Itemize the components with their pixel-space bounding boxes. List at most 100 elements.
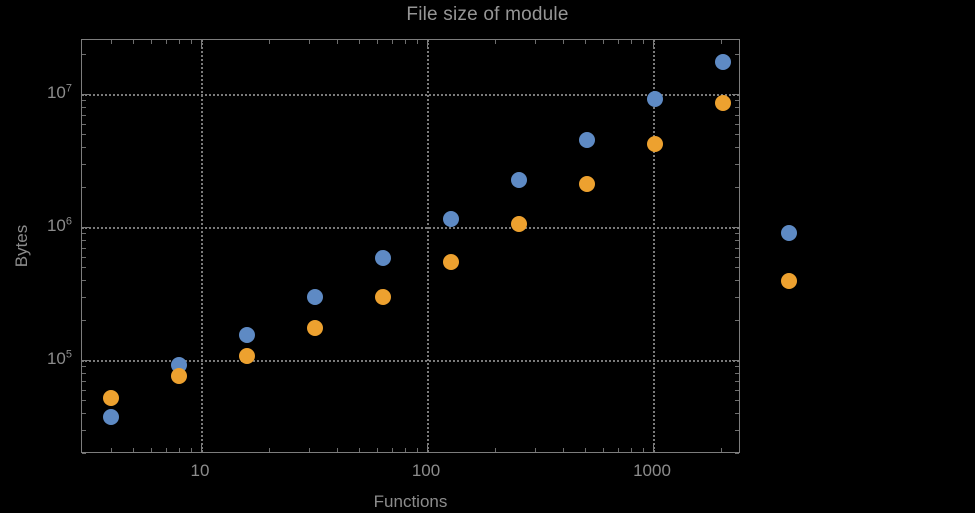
x-tick-top-minor [721, 40, 723, 44]
y-tick-right-minor [735, 134, 739, 136]
data-point-series-a [647, 90, 664, 107]
x-axis-label: Functions [373, 492, 448, 511]
y-tick-minor [82, 114, 86, 116]
y-tick-minor [82, 256, 86, 258]
y-tick-minor [82, 380, 86, 382]
data-point-series-b [647, 136, 664, 153]
x-gridline [427, 40, 429, 452]
y-tick-right-minor [735, 429, 739, 431]
x-tick-top-minor [376, 40, 378, 44]
y-tick-right-minor [735, 366, 739, 368]
x-tick-minor [495, 448, 497, 452]
y-tick-right-major [732, 227, 739, 228]
y-tick-right-minor [735, 279, 739, 281]
y-tick-major [82, 227, 89, 228]
y-tick-right-minor [735, 186, 739, 188]
x-tick-minor [617, 448, 619, 452]
x-tick-top-minor [132, 40, 134, 44]
y-tick-major [82, 94, 89, 95]
x-tick-minor [631, 448, 633, 452]
y-tick-right-minor [735, 163, 739, 165]
chart-title: File size of module [406, 4, 569, 25]
y-tick-minor [82, 233, 86, 235]
x-tick-top-minor [111, 40, 113, 44]
x-tick-minor [416, 448, 418, 452]
x-tick-top-major [427, 40, 428, 47]
y-tick-right-minor [735, 412, 739, 414]
x-tick-top-minor [602, 40, 604, 44]
x-tick-top-minor [190, 40, 192, 44]
x-tick-minor [150, 448, 152, 452]
data-point-outside-series-a [781, 225, 797, 241]
y-tick-right-minor [735, 389, 739, 391]
data-point-series-b [715, 95, 732, 112]
x-tick-major [653, 445, 654, 452]
x-tick-top-minor [495, 40, 497, 44]
x-tick-top-minor [534, 40, 536, 44]
y-tick-minor [82, 163, 86, 165]
x-tick-top-minor [642, 40, 644, 44]
y-tick-minor [82, 123, 86, 125]
x-tick-top-minor [391, 40, 393, 44]
x-tick-top-minor [584, 40, 586, 44]
y-tick-right-minor [735, 233, 739, 235]
y-tick-right-minor [735, 114, 739, 116]
data-point-series-a [307, 288, 324, 305]
data-point-outside-series-b [781, 273, 797, 289]
x-gridline [201, 40, 203, 452]
data-point-series-a [579, 132, 596, 149]
x-tick-major [427, 445, 428, 452]
x-tick-top-major [201, 40, 202, 47]
y-tick-minor [82, 296, 86, 298]
x-tick-top-minor [405, 40, 407, 44]
y-tick-minor [82, 247, 86, 249]
plot-frame [81, 39, 740, 454]
x-tick-top-minor [337, 40, 339, 44]
x-tick-label: 10 [190, 461, 210, 480]
x-tick-minor [534, 448, 536, 452]
y-tick-right-minor [735, 380, 739, 382]
y-tick-minor [82, 452, 86, 454]
y-tick-minor [82, 412, 86, 414]
y-tick-minor [82, 319, 86, 321]
x-tick-minor [584, 448, 586, 452]
y-tick-right-minor [735, 146, 739, 148]
y-gridline [82, 227, 739, 229]
x-tick-minor [165, 448, 167, 452]
x-tick-minor [563, 448, 565, 452]
x-gridline [653, 40, 655, 452]
x-tick-top-minor [308, 40, 310, 44]
y-tick-label: 107 [46, 82, 72, 102]
y-tick-right-minor [735, 319, 739, 321]
data-point-series-a [715, 53, 732, 70]
y-tick-right-minor [735, 247, 739, 249]
y-tick-minor [82, 267, 86, 269]
y-tick-minor [82, 100, 86, 102]
y-tick-right-major [732, 360, 739, 361]
y-tick-minor [82, 429, 86, 431]
x-tick-minor [190, 448, 192, 452]
x-tick-minor [179, 448, 181, 452]
x-tick-minor [269, 448, 271, 452]
y-tick-right-minor [735, 267, 739, 269]
data-point-series-a [103, 409, 120, 426]
x-tick-minor [111, 448, 113, 452]
data-point-series-b [171, 367, 188, 384]
y-tick-right-minor [735, 256, 739, 258]
x-tick-major [201, 445, 202, 452]
y-tick-right-minor [735, 400, 739, 402]
y-tick-right-minor [735, 100, 739, 102]
x-tick-minor [391, 448, 393, 452]
data-point-series-b [375, 288, 392, 305]
data-point-series-a [443, 210, 460, 227]
data-point-series-a [239, 326, 256, 343]
x-tick-top-major [653, 40, 654, 47]
y-tick-right-minor [735, 106, 739, 108]
data-point-series-b [239, 348, 256, 365]
y-tick-minor [82, 146, 86, 148]
data-point-series-b [511, 216, 528, 233]
y-gridline [82, 94, 739, 96]
y-tick-right-minor [735, 239, 739, 241]
y-tick-minor [82, 389, 86, 391]
